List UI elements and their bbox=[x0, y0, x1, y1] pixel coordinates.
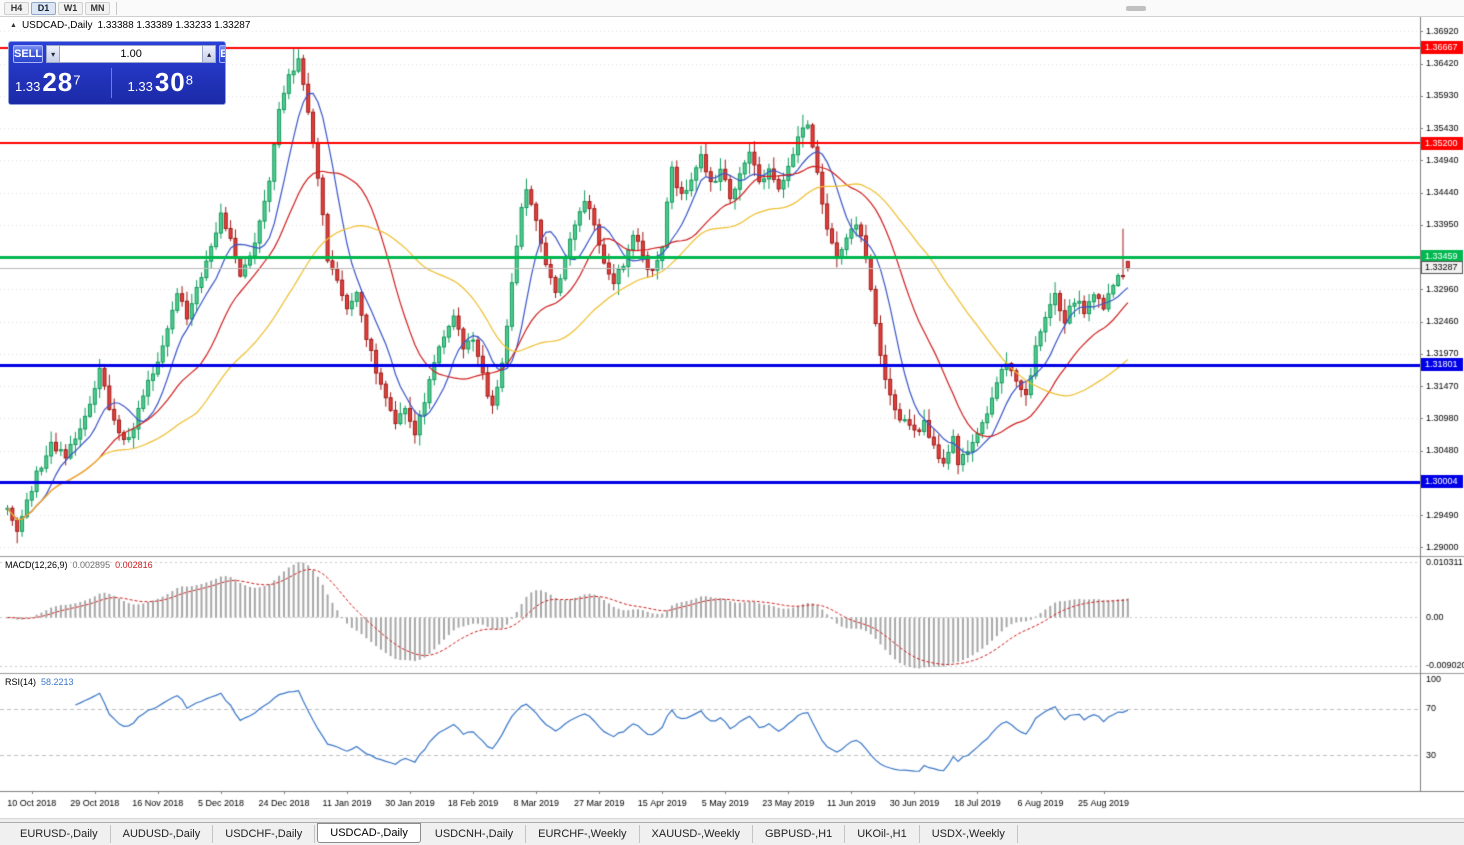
buy-price-sup: 8 bbox=[185, 72, 193, 88]
sell-price-sup: 7 bbox=[73, 72, 81, 88]
timeframe-toolbar: H4 D1 W1 MN bbox=[0, 0, 1464, 17]
buy-price-big: 30 bbox=[154, 67, 186, 97]
timeframe-button-mn[interactable]: MN bbox=[85, 1, 110, 15]
volume-input[interactable] bbox=[60, 45, 203, 63]
one-click-collapse-toggle[interactable]: ▲ bbox=[10, 22, 17, 29]
sell-price: 1.33287 bbox=[15, 67, 107, 98]
chart-tab-eurusd-daily[interactable]: EURUSD-,Daily bbox=[8, 825, 111, 843]
chart-tab-gbpusd-h1[interactable]: GBPUSD-,H1 bbox=[753, 825, 846, 843]
buy-button[interactable]: BUY bbox=[219, 45, 225, 63]
volume-increase-button[interactable]: ▴ bbox=[202, 45, 217, 63]
chart-tab-usdcnh-daily[interactable]: USDCNH-,Daily bbox=[423, 825, 527, 843]
timeframe-buttons-group: H4 D1 W1 MN bbox=[3, 1, 111, 15]
volume-control: ▾ ▴ bbox=[46, 45, 217, 63]
one-click-prices-row: 1.33287 1.33308 bbox=[9, 65, 225, 104]
sell-price-big: 28 bbox=[42, 67, 74, 97]
timeframe-button-h4[interactable]: H4 bbox=[4, 1, 29, 15]
one-click-trading-panel: SELL ▾ ▴ BUY 1.33287 1.33308 bbox=[8, 41, 226, 105]
chart-tab-ukoil-h1[interactable]: UKOil-,H1 bbox=[845, 825, 920, 843]
one-click-controls-row: SELL ▾ ▴ BUY bbox=[9, 42, 225, 65]
sell-button[interactable]: SELL bbox=[13, 45, 44, 63]
chart-tab-eurchf-weekly[interactable]: EURCHF-,Weekly bbox=[526, 825, 640, 843]
buy-price-prefix: 1.33 bbox=[127, 79, 153, 94]
chart-canvas[interactable] bbox=[0, 17, 1464, 818]
window-gutter bbox=[0, 818, 1464, 822]
chart-tab-audusd-daily[interactable]: AUDUSD-,Daily bbox=[111, 825, 214, 843]
timeframe-button-w1[interactable]: W1 bbox=[58, 1, 83, 15]
chart-tab-xauusd-weekly[interactable]: XAUUSD-,Weekly bbox=[640, 825, 753, 843]
chart-hscroll-thumb[interactable] bbox=[1126, 6, 1146, 11]
chart-tab-usdx-weekly[interactable]: USDX-,Weekly bbox=[920, 825, 1018, 843]
timeframe-button-d1[interactable]: D1 bbox=[31, 1, 56, 15]
volume-decrease-button[interactable]: ▾ bbox=[46, 45, 61, 63]
buy-price: 1.33308 bbox=[116, 67, 220, 98]
sell-price-prefix: 1.33 bbox=[15, 79, 41, 94]
chart-tabs-bar: EURUSD-,Daily AUDUSD-,Daily USDCHF-,Daily U… bbox=[0, 822, 1464, 845]
chart-window: ▲ USDCAD-,Daily 1.33388 1.33389 1.33233 … bbox=[0, 17, 1464, 818]
price-divider bbox=[110, 67, 112, 98]
chart-tab-usdcad-daily[interactable]: USDCAD-,Daily bbox=[317, 823, 421, 843]
chart-tab-usdchf-daily[interactable]: USDCHF-,Daily bbox=[213, 825, 316, 843]
toolbar-separator bbox=[116, 1, 117, 15]
